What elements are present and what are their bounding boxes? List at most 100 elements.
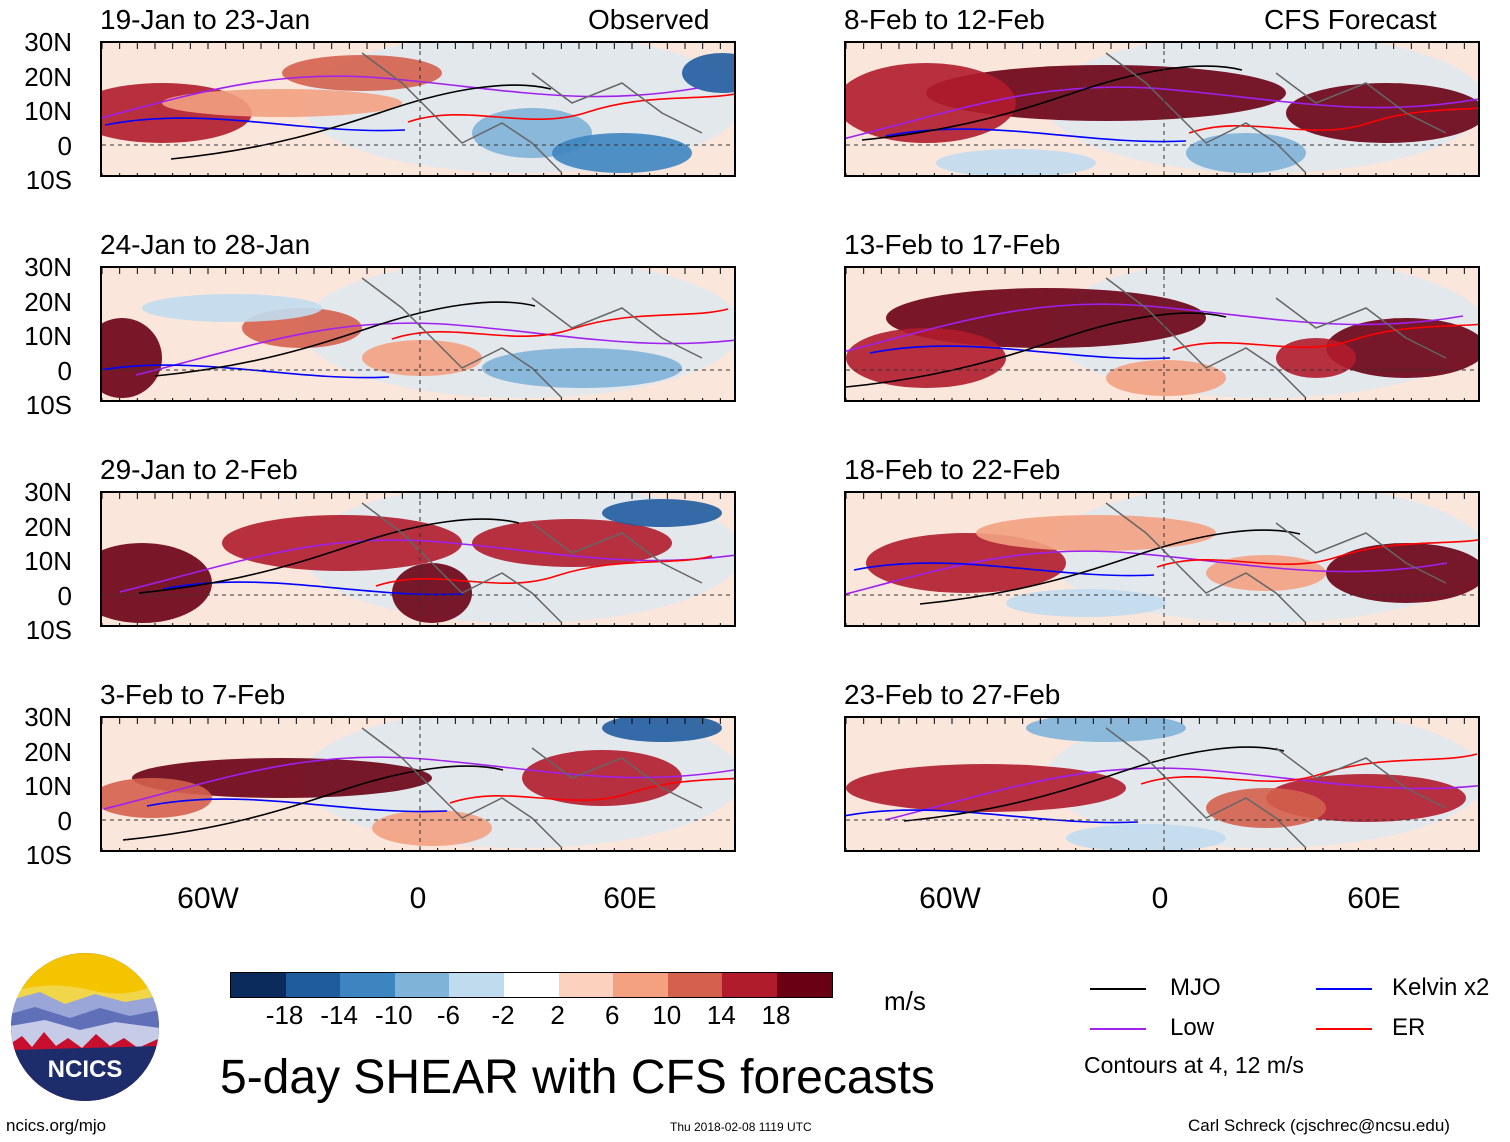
footer-url[interactable]: ncics.org/mjo	[6, 1116, 107, 1135]
contour-line	[1140, 753, 1478, 785]
shear-field-blob	[362, 340, 482, 376]
y-label-row2-2: 10N	[24, 321, 72, 351]
contour-line	[391, 308, 729, 340]
shear-field-blob	[472, 519, 672, 567]
shear-map-6	[846, 493, 1478, 625]
shear-field-blob	[926, 65, 1286, 121]
contour-line	[884, 767, 1478, 821]
contour-line	[138, 518, 520, 594]
colorbar-label: -10	[375, 1000, 413, 1030]
legend-label-er: ER	[1392, 1014, 1426, 1041]
shear-field-blob	[866, 533, 1066, 593]
shear-field-blob	[102, 318, 162, 398]
contour-line	[846, 312, 1227, 388]
panel-title-8: 23-Feb to 27-Feb	[844, 679, 1061, 710]
panel-tag-forecast: CFS Forecast	[1264, 4, 1437, 35]
map-panel-4	[844, 266, 1480, 402]
map-panel-6	[844, 491, 1480, 627]
panel-title-3: 24-Jan to 28-Jan	[100, 229, 311, 260]
shear-field-blob	[1006, 589, 1166, 617]
colorbar-swatch	[394, 973, 450, 997]
contour-line	[903, 746, 1285, 822]
contour-line	[1156, 539, 1478, 568]
shear-field-blob	[522, 750, 682, 806]
shear-field-blob	[682, 53, 734, 93]
footer-timestamp: Thu 2018-02-08 1119 UTC	[670, 1120, 812, 1134]
map-panel-8	[844, 716, 1480, 852]
shear-map-5	[102, 493, 734, 625]
shear-field-blob	[1276, 338, 1356, 378]
contour-line	[846, 550, 1448, 595]
colorbar-units: m/s	[884, 986, 926, 1016]
x-label-0-left: 0	[409, 882, 427, 915]
coastline	[1105, 52, 1447, 174]
colorbar-label: -18	[265, 1000, 304, 1030]
y-label-row2-4: 10S	[25, 390, 72, 420]
map-panel-2	[844, 41, 1480, 177]
y-label-row3-4: 10S	[25, 615, 72, 645]
map-panel-1	[100, 41, 736, 177]
y-label-row1-3: 0	[57, 130, 72, 161]
panel-title-5: 29-Jan to 2-Feb	[100, 454, 298, 485]
y-label-row1-4: 10S	[25, 165, 72, 195]
panel-title-7: 3-Feb to 7-Feb	[100, 679, 286, 710]
x-label-0-right: 0	[1151, 882, 1169, 915]
map-panel-3	[100, 266, 736, 402]
shear-field-blob	[1186, 133, 1306, 173]
contour-line	[102, 364, 390, 379]
shear-field-blob	[1206, 788, 1326, 828]
coastline	[1105, 502, 1447, 624]
legend-label-kelvin: Kelvin x2	[1392, 974, 1490, 1001]
shear-field-blob	[846, 328, 1006, 388]
shear-field-blob	[1066, 824, 1226, 850]
shear-field-blob	[372, 810, 492, 846]
coastline	[1105, 727, 1447, 849]
contour-line	[861, 65, 1243, 141]
y-label-row4-2: 10N	[24, 771, 72, 801]
colorbar-swatch	[722, 973, 777, 997]
contour-line	[1172, 323, 1478, 351]
legend-label-low: Low	[1170, 1014, 1215, 1041]
colorbar	[230, 972, 833, 998]
colorbar-swatch	[285, 973, 341, 997]
panel-tag-observed: Observed	[588, 4, 710, 35]
contour-line	[869, 345, 1171, 360]
shear-field-blob	[392, 563, 472, 623]
colorbar-swatch	[613, 973, 668, 997]
map-panel-5	[100, 491, 736, 627]
coastline	[361, 52, 703, 174]
shear-field-blob	[976, 515, 1216, 551]
y-label-row3-0: 30N	[24, 477, 72, 507]
shear-field-blob	[282, 55, 442, 91]
legend-line-mjo	[1090, 988, 1146, 990]
y-label-row2-0: 30N	[24, 252, 72, 282]
contour-line	[885, 128, 1187, 143]
contour-line	[162, 581, 464, 596]
contour-line	[853, 562, 1155, 577]
shear-field-blob	[1326, 543, 1478, 603]
logo-text: NCICS	[48, 1056, 123, 1083]
legend-line-er	[1316, 1028, 1372, 1030]
shear-map-7	[102, 718, 734, 850]
contour-line	[449, 777, 734, 804]
colorbar-label: 18	[761, 1000, 791, 1030]
x-label-60e-left: 60E	[603, 882, 657, 915]
contour-line	[103, 756, 734, 810]
legend-label-mjo: MJO	[1170, 974, 1221, 1001]
y-label-row4-4: 10S	[25, 840, 72, 870]
contour-line	[846, 86, 1478, 140]
shear-field-blob	[132, 758, 432, 798]
colorbar-label: -2	[491, 1000, 515, 1030]
y-label-row3-1: 20N	[24, 511, 72, 542]
legend-line-low	[1090, 1028, 1146, 1030]
colorbar-label: -6	[436, 1000, 460, 1030]
y-label-row2-3: 0	[57, 355, 72, 386]
contour-line	[170, 84, 552, 160]
shear-field-blob	[846, 63, 1016, 143]
legend-note: Contours at 4, 12 m/s	[1084, 1052, 1304, 1078]
shear-field-blob	[1286, 83, 1478, 143]
shear-map-4	[846, 268, 1478, 400]
colorbar-swatch	[231, 973, 286, 997]
x-label-60w-right: 60W	[919, 882, 981, 915]
shear-map-1	[102, 43, 734, 175]
